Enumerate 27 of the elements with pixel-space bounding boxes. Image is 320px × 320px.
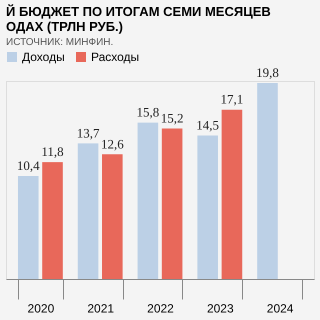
data-label: 14,5 bbox=[196, 117, 220, 132]
data-label: 11,8 bbox=[41, 144, 64, 160]
text: ИСТОЧНИК: МИНФИН. bbox=[6, 37, 114, 48]
bar bbox=[138, 122, 158, 279]
x-tick-label: 2020 bbox=[28, 302, 55, 316]
bar bbox=[197, 135, 218, 279]
bar bbox=[102, 154, 123, 279]
bar bbox=[222, 110, 242, 279]
x-tick-label: 2022 bbox=[147, 302, 174, 316]
legend-label: Расходы bbox=[91, 50, 140, 64]
data-label: 12,6 bbox=[100, 136, 124, 152]
x-tick-label: 2024 bbox=[266, 302, 294, 316]
data-label: 19,8 bbox=[256, 64, 279, 80]
bar bbox=[78, 143, 98, 279]
data-label: 15,8 bbox=[136, 104, 160, 120]
x-tick-label: 2023 bbox=[206, 302, 234, 316]
data-label: 15,2 bbox=[160, 110, 184, 126]
bar bbox=[162, 128, 182, 279]
data-label: 13,7 bbox=[76, 125, 100, 140]
data-label: 10,4 bbox=[16, 158, 40, 174]
legend-label: Доходы bbox=[22, 50, 65, 64]
data-label: 17,1 bbox=[220, 92, 244, 107]
x-tick-label: 2021 bbox=[87, 302, 114, 316]
bar bbox=[18, 176, 39, 279]
chart-title: Й БЮДЖЕТ ПО ИТОГАМ СЕМИ МЕСЯЦЕВ ОДАХ (ТРЛН РУБ.) bbox=[6, 4, 271, 34]
bar bbox=[42, 162, 63, 279]
bar bbox=[257, 82, 278, 279]
